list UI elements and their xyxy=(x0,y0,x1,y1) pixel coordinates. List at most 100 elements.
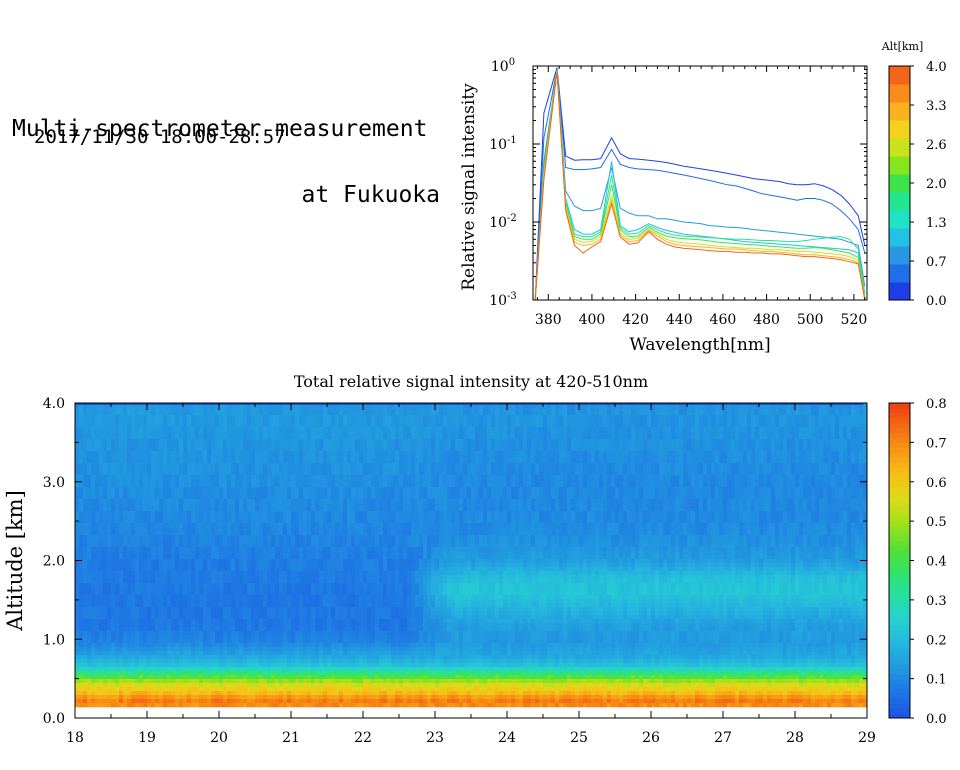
heatmap-cell xyxy=(299,463,303,467)
heatmap-cell xyxy=(123,655,127,659)
heatmap-cell xyxy=(271,443,275,447)
heatmap-cell xyxy=(167,463,171,467)
heatmap-cell xyxy=(151,431,155,435)
heatmap-cell xyxy=(139,703,143,707)
heatmap-cell xyxy=(255,667,259,671)
heatmap-cell xyxy=(227,607,231,611)
heatmap-cell xyxy=(79,407,83,411)
heatmap-cell xyxy=(167,695,171,699)
heatmap-cell xyxy=(215,495,219,499)
heatmap-cell xyxy=(267,575,271,579)
heatmap-cell xyxy=(123,547,127,551)
heatmap-cell xyxy=(303,619,307,623)
heatmap-cell xyxy=(267,631,271,635)
heatmap-cell xyxy=(83,595,87,599)
heatmap-cell xyxy=(183,551,187,555)
heatmap-cell xyxy=(243,455,247,459)
heatmap-cell xyxy=(183,539,187,543)
heatmap-cell xyxy=(107,659,111,663)
heatmap-cell xyxy=(155,495,159,499)
heatmap-cell xyxy=(107,423,111,427)
heatmap-cell xyxy=(207,499,211,503)
heatmap-cell xyxy=(227,627,231,631)
heatmap-cell xyxy=(211,559,215,563)
heatmap-cell xyxy=(263,579,267,583)
heatmap-cell xyxy=(283,487,287,491)
heatmap-cell xyxy=(247,423,251,427)
heatmap-cell xyxy=(231,563,235,567)
heatmap-cell xyxy=(295,419,299,423)
heatmap-cell xyxy=(99,503,103,507)
heatmap-cell xyxy=(263,667,267,671)
heatmap-cell xyxy=(267,411,271,415)
heatmap-cell xyxy=(211,647,215,651)
heatmap-cell xyxy=(187,623,191,627)
heatmap-cell xyxy=(159,695,163,699)
heatmap-cell xyxy=(315,483,319,487)
heatmap-cell xyxy=(235,479,239,483)
heatmap-cell xyxy=(163,627,167,631)
heatmap-cell xyxy=(255,531,259,535)
heatmap-cell xyxy=(107,431,111,435)
heatmap-cell xyxy=(251,491,255,495)
heatmap-cell xyxy=(183,691,187,695)
heatmap-cell xyxy=(219,667,223,671)
heatmap-cell xyxy=(147,531,151,535)
heatmap-cell xyxy=(215,539,219,543)
heatmap-cell xyxy=(139,623,143,627)
heatmap-cell xyxy=(83,611,87,615)
heatmap-cell xyxy=(323,483,327,487)
heatmap-cell xyxy=(95,423,99,427)
heatmap-cell xyxy=(295,647,299,651)
heatmap-cell xyxy=(279,607,283,611)
heatmap-cell xyxy=(111,407,115,411)
heatmap-cell xyxy=(283,503,287,507)
heatmap-cell xyxy=(251,423,255,427)
heatmap-cell xyxy=(79,499,83,503)
heatmap-cell xyxy=(155,411,159,415)
heatmap-cell xyxy=(163,691,167,695)
heatmap-cell xyxy=(151,507,155,511)
heatmap-cell xyxy=(227,683,231,687)
heatmap-cell xyxy=(75,683,79,687)
heatmap-cell xyxy=(119,563,123,567)
heatmap-cell xyxy=(131,539,135,543)
heatmap-cell xyxy=(323,623,327,627)
heatmap-cell xyxy=(91,435,95,439)
heatmap-cell xyxy=(199,655,203,659)
heatmap-cell xyxy=(167,411,171,415)
heatmap-cell xyxy=(315,411,319,415)
heatmap-cell xyxy=(195,619,199,623)
heatmap-cell xyxy=(75,447,79,451)
heatmap-cell xyxy=(279,699,283,703)
heatmap-cell xyxy=(271,563,275,567)
heatmap-cell xyxy=(83,515,87,519)
heatmap-cell xyxy=(159,527,163,531)
heatmap-cell xyxy=(191,423,195,427)
heatmap-cell xyxy=(327,515,331,519)
heatmap-cell xyxy=(227,447,231,451)
heatmap-cell xyxy=(171,687,175,691)
heatmap-cell xyxy=(111,491,115,495)
heatmap-cell xyxy=(191,519,195,523)
heatmap-cell xyxy=(203,575,207,579)
heatmap-cell xyxy=(139,543,143,547)
heatmap-cell xyxy=(195,467,199,471)
heatmap-cell xyxy=(207,539,211,543)
heatmap-cell xyxy=(227,463,231,467)
heatmap-cell xyxy=(159,531,163,535)
heatmap-cell xyxy=(279,471,283,475)
heatmap-cell xyxy=(115,427,119,431)
heatmap-cell xyxy=(127,551,131,555)
heatmap-cell xyxy=(119,607,123,611)
heatmap-cell xyxy=(135,679,139,683)
heatmap-cell xyxy=(155,543,159,547)
heatmap-cell xyxy=(131,627,135,631)
heatmap-cell xyxy=(187,411,191,415)
heatmap-cell xyxy=(203,447,207,451)
heatmap-cell xyxy=(187,427,191,431)
heatmap-cell xyxy=(207,427,211,431)
heatmap-cell xyxy=(211,587,215,591)
heatmap-cell xyxy=(115,439,119,443)
heatmap-cell xyxy=(295,703,299,707)
